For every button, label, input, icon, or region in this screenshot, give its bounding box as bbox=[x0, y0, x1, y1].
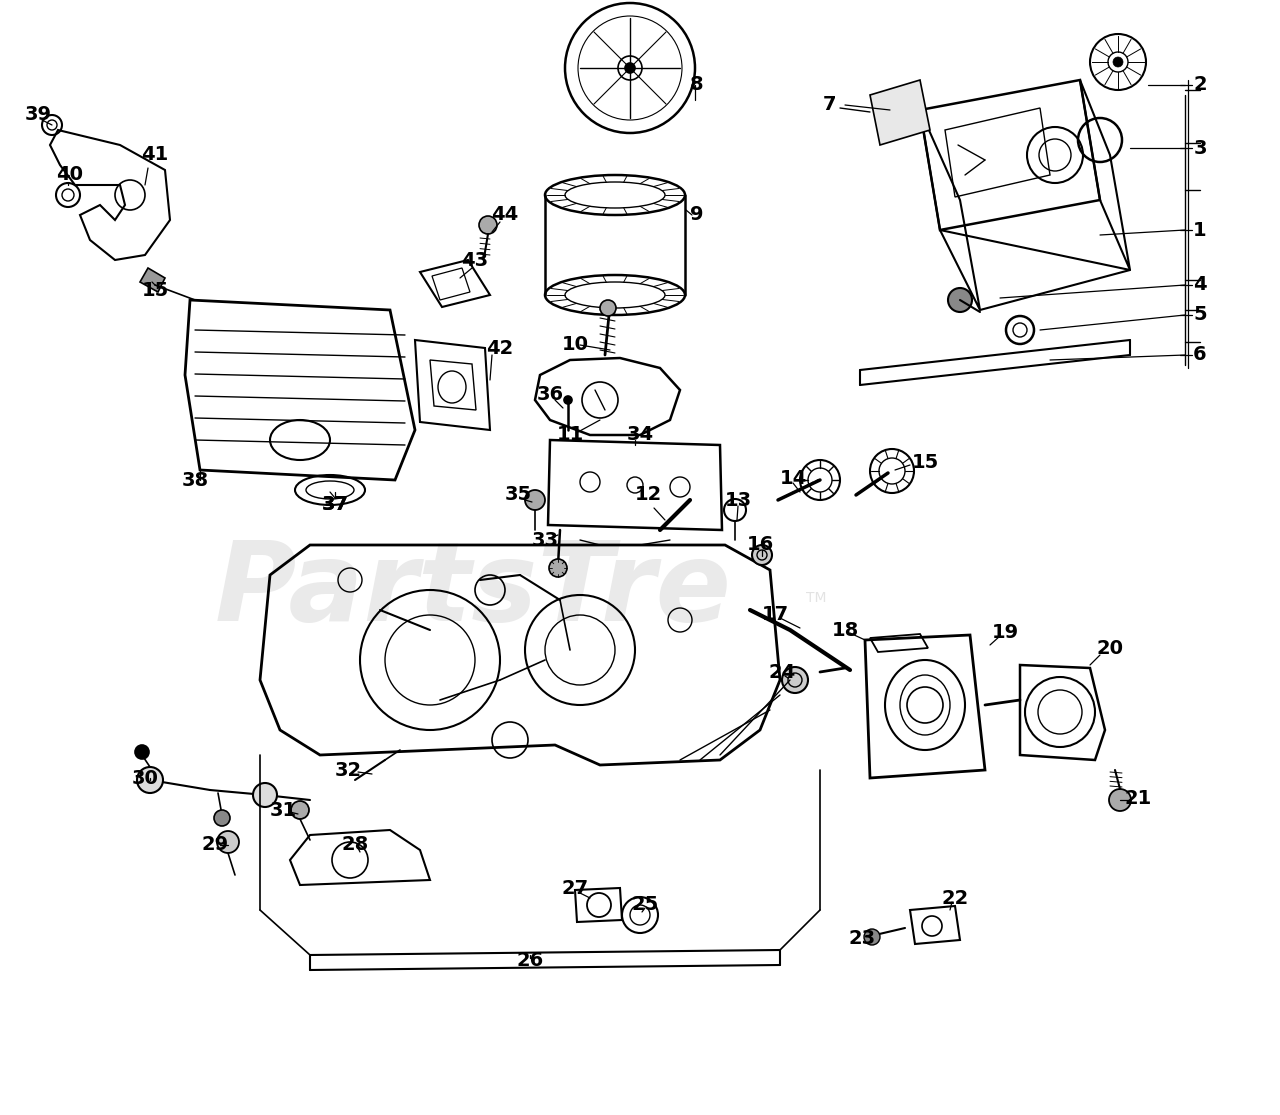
Text: 4: 4 bbox=[1193, 275, 1207, 294]
Text: PartsTre: PartsTre bbox=[215, 537, 732, 644]
Text: 8: 8 bbox=[690, 76, 704, 95]
Circle shape bbox=[600, 300, 616, 316]
Circle shape bbox=[753, 545, 772, 565]
Text: 25: 25 bbox=[631, 895, 659, 914]
Circle shape bbox=[864, 929, 881, 946]
Text: 15: 15 bbox=[911, 453, 938, 472]
Text: 7: 7 bbox=[823, 96, 837, 115]
Text: 26: 26 bbox=[516, 950, 544, 970]
Circle shape bbox=[564, 396, 572, 404]
Text: 33: 33 bbox=[531, 531, 558, 550]
Circle shape bbox=[525, 489, 545, 510]
Text: 37: 37 bbox=[321, 495, 348, 514]
Text: 5: 5 bbox=[1193, 306, 1207, 324]
Text: 16: 16 bbox=[746, 535, 773, 554]
Circle shape bbox=[218, 831, 239, 853]
Text: TM: TM bbox=[806, 591, 827, 605]
Circle shape bbox=[253, 783, 276, 807]
Text: 14: 14 bbox=[780, 468, 806, 487]
Text: 36: 36 bbox=[536, 386, 563, 405]
Text: 35: 35 bbox=[504, 485, 531, 504]
Text: 11: 11 bbox=[557, 426, 584, 445]
Text: 40: 40 bbox=[56, 165, 83, 184]
Text: 27: 27 bbox=[562, 879, 589, 898]
Text: 20: 20 bbox=[1097, 639, 1124, 658]
Text: 31: 31 bbox=[269, 801, 297, 820]
Text: 43: 43 bbox=[461, 251, 489, 270]
Text: 29: 29 bbox=[201, 835, 229, 854]
Circle shape bbox=[948, 288, 972, 312]
Text: 37: 37 bbox=[321, 495, 348, 514]
Text: 42: 42 bbox=[486, 339, 513, 358]
Text: 41: 41 bbox=[141, 145, 169, 165]
Polygon shape bbox=[870, 80, 931, 145]
Text: 38: 38 bbox=[182, 471, 209, 489]
Circle shape bbox=[782, 667, 808, 694]
Circle shape bbox=[137, 767, 163, 793]
Circle shape bbox=[1114, 57, 1123, 67]
Text: 39: 39 bbox=[24, 106, 51, 125]
Text: 22: 22 bbox=[941, 889, 969, 908]
Text: 44: 44 bbox=[492, 205, 518, 224]
Text: 32: 32 bbox=[334, 760, 361, 779]
Text: 3: 3 bbox=[1193, 138, 1207, 157]
Text: 30: 30 bbox=[132, 768, 159, 787]
Text: 18: 18 bbox=[832, 621, 859, 640]
Text: 34: 34 bbox=[626, 426, 654, 445]
Text: 6: 6 bbox=[1193, 346, 1207, 365]
Text: 17: 17 bbox=[762, 605, 788, 624]
Text: 23: 23 bbox=[849, 929, 876, 948]
Circle shape bbox=[291, 801, 308, 820]
Text: 1: 1 bbox=[1193, 221, 1207, 240]
Circle shape bbox=[549, 559, 567, 576]
Circle shape bbox=[479, 216, 497, 234]
Circle shape bbox=[214, 809, 230, 826]
Text: 15: 15 bbox=[141, 281, 169, 300]
Text: 9: 9 bbox=[690, 205, 704, 224]
Circle shape bbox=[134, 745, 148, 759]
Text: 2: 2 bbox=[1193, 76, 1207, 95]
Text: 19: 19 bbox=[992, 622, 1019, 641]
Circle shape bbox=[1108, 789, 1132, 811]
Text: 13: 13 bbox=[724, 491, 751, 510]
Polygon shape bbox=[140, 268, 165, 292]
Text: 10: 10 bbox=[562, 336, 589, 355]
Text: 28: 28 bbox=[342, 835, 369, 854]
Circle shape bbox=[625, 64, 635, 72]
Text: 24: 24 bbox=[768, 662, 796, 681]
Text: 21: 21 bbox=[1124, 788, 1152, 807]
Text: 12: 12 bbox=[635, 485, 662, 504]
